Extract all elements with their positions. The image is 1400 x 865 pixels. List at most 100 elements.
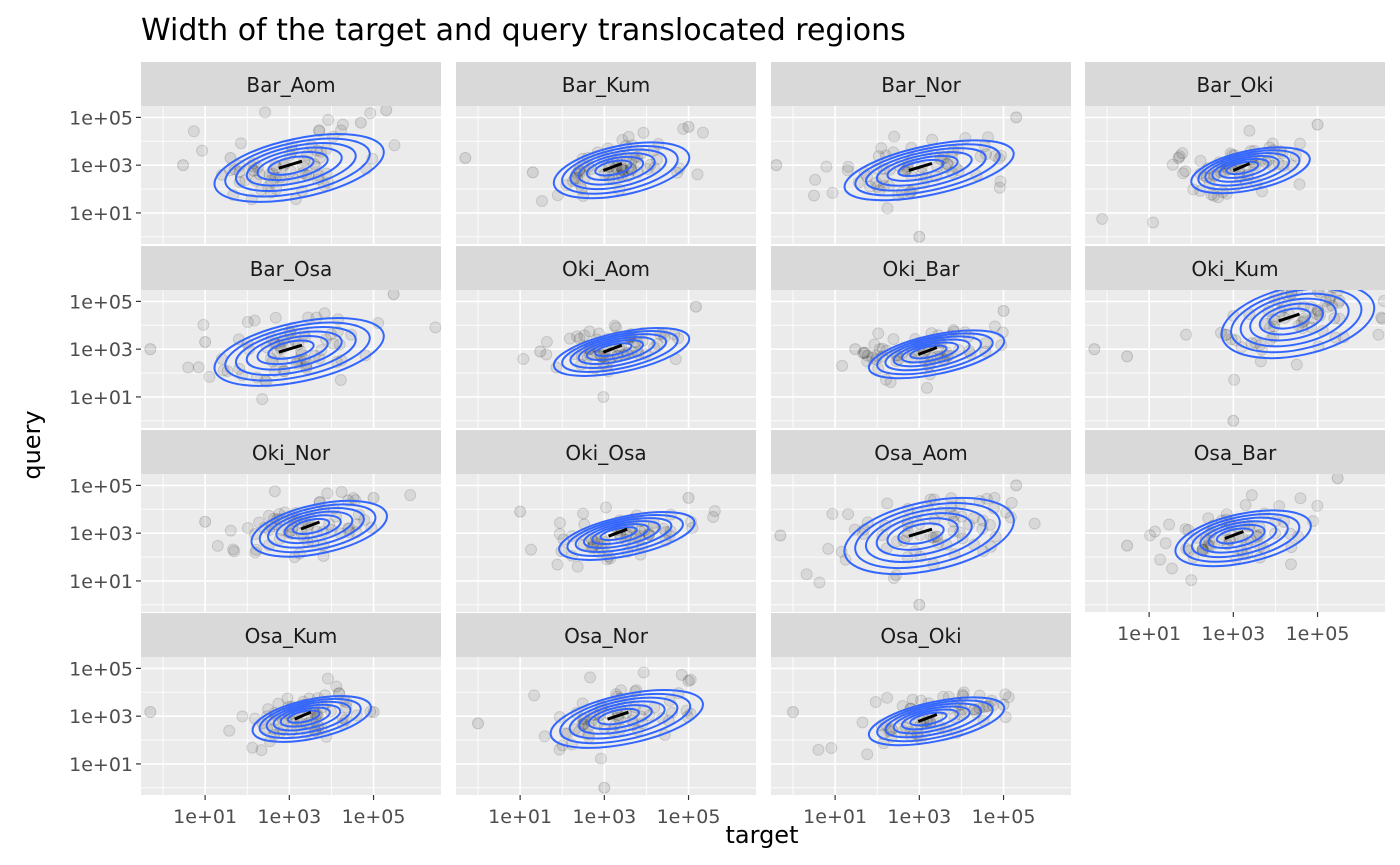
density-contour: [267, 155, 315, 176]
data-point: [881, 691, 894, 704]
data-point: [540, 348, 553, 361]
facet-strip: [141, 613, 441, 657]
facet-strip-label: Oki_Kum: [1191, 257, 1278, 281]
data-point: [682, 120, 695, 133]
density-contour: [585, 155, 645, 181]
density-contour: [234, 142, 357, 193]
data-point: [387, 290, 400, 301]
facet-strip: [771, 62, 1071, 106]
data-point: [199, 515, 212, 528]
density-contour: [213, 317, 385, 387]
data-point: [1177, 167, 1190, 180]
data-point: [1194, 154, 1207, 167]
density-contour: [1239, 292, 1350, 348]
density-contour: [552, 141, 691, 200]
density-peak: [908, 527, 933, 538]
density-peak: [1278, 312, 1300, 323]
data-point: [578, 329, 591, 342]
data-point: [367, 491, 380, 504]
data-point: [887, 333, 900, 346]
data-point: [1121, 539, 1134, 552]
data-point: [999, 688, 1012, 701]
data-point: [881, 497, 894, 510]
density-contour: [286, 709, 321, 724]
density-contour: [1268, 307, 1312, 330]
x-tick-label: 1e+05: [342, 806, 406, 828]
data-point: [836, 359, 849, 372]
facet-panel-oki-aom: Oki_Aom: [456, 246, 756, 428]
x-tick-label: 1e+01: [1117, 623, 1181, 645]
facet-strip-label: Oki_Aom: [562, 257, 650, 281]
panel-background: [141, 106, 441, 244]
data-point: [1212, 191, 1225, 204]
data-point: [1294, 492, 1307, 505]
density-contour: [267, 507, 365, 549]
data-point: [1293, 178, 1306, 191]
density-peak: [278, 343, 303, 354]
data-point: [525, 543, 538, 556]
data-point: [857, 347, 870, 360]
data-point: [1290, 358, 1303, 371]
density-contour: [594, 342, 633, 358]
density-peak: [602, 343, 623, 354]
data-point: [197, 318, 210, 331]
density-contour: [578, 700, 666, 735]
facet-strip: [771, 430, 1071, 474]
data-point: [993, 181, 1006, 194]
facet-panel-osa-aom: Osa_Aom: [771, 430, 1071, 612]
facet-strip-label: Osa_Bar: [1194, 441, 1277, 465]
data-point: [583, 325, 596, 338]
data-point: [787, 705, 800, 718]
density-contour: [865, 147, 987, 192]
facet-strip: [456, 246, 756, 290]
x-tick-label: 1e+03: [572, 806, 636, 828]
data-point: [577, 507, 590, 520]
density-contour: [224, 137, 371, 198]
data-point: [809, 173, 822, 186]
facet-strip-label: Osa_Kum: [245, 624, 338, 648]
facet-strip: [141, 246, 441, 290]
data-point: [861, 349, 874, 362]
density-contour: [234, 326, 357, 377]
density-contour: [854, 143, 1001, 197]
data-layer: [787, 686, 1015, 761]
density-peak: [294, 710, 312, 721]
data-point: [310, 311, 323, 324]
density-contour: [897, 158, 945, 177]
data-point: [262, 180, 275, 193]
data-point: [913, 230, 926, 243]
density-contour: [1190, 516, 1289, 559]
data-point: [858, 347, 871, 360]
density-contour: [568, 696, 679, 740]
y-tick-label: 1e+03: [69, 339, 133, 361]
data-point: [144, 705, 157, 718]
data-point: [594, 752, 607, 765]
density-contour: [279, 706, 331, 728]
facet-strip: [456, 430, 756, 474]
density-contour: [291, 517, 331, 535]
y-tick-label: 1e+03: [69, 706, 133, 728]
data-point: [1144, 529, 1157, 542]
density-contour: [566, 514, 684, 557]
density-contour: [582, 520, 661, 550]
data-point: [211, 539, 224, 552]
data-point: [868, 338, 881, 351]
x-tick-label: 1e+03: [1201, 623, 1265, 645]
density-contour: [1220, 290, 1376, 360]
density-peak: [908, 162, 933, 172]
data-point: [224, 524, 237, 537]
data-point: [881, 202, 894, 215]
data-point: [800, 568, 813, 581]
data-point: [1166, 562, 1179, 575]
data-layer: [177, 106, 401, 206]
density-contour: [875, 512, 973, 557]
data-point: [1266, 137, 1279, 150]
density-contour: [577, 336, 656, 366]
data-point: [1372, 328, 1385, 341]
data-layer: [517, 300, 702, 404]
data-point: [144, 343, 157, 356]
data-point: [255, 744, 268, 757]
data-point: [921, 381, 934, 394]
density-contour: [272, 703, 342, 732]
data-point: [1251, 530, 1264, 543]
